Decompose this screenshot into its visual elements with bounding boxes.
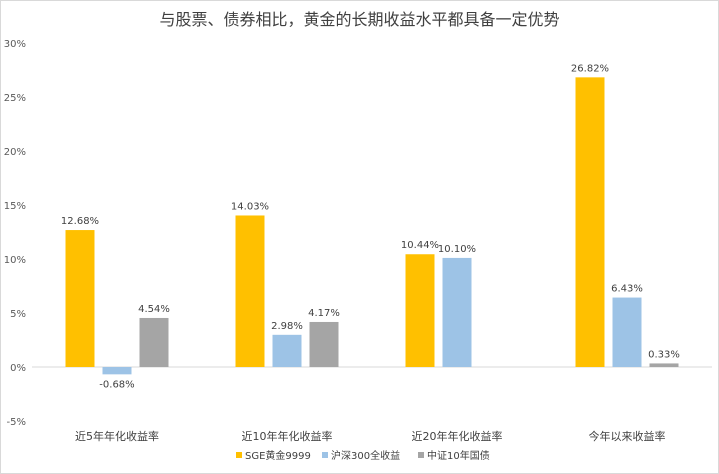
data-label: 4.54% xyxy=(138,304,170,315)
data-label: 12.68% xyxy=(61,216,99,227)
category-label: 近5年年化收益率 xyxy=(75,429,159,443)
bar xyxy=(612,297,642,367)
category-label: 近20年年化收益率 xyxy=(412,429,503,443)
bars xyxy=(65,77,679,375)
bar xyxy=(442,257,472,367)
legend: SGE黄金9999 沪深300全收益 中证10年国债 xyxy=(236,449,490,462)
data-label: 6.43% xyxy=(611,284,643,295)
legend-label: 沪深300全收益 xyxy=(331,449,400,462)
chart-title: 与股票、债券相比，黄金的长期收益水平都具备一定优势 xyxy=(159,10,560,29)
y-tick-label: 20% xyxy=(4,147,26,158)
y-tick-label: -5% xyxy=(7,417,26,428)
legend-swatch xyxy=(322,452,328,458)
y-tick-label: 0% xyxy=(10,363,26,374)
data-label: 14.03% xyxy=(231,201,269,212)
y-tick-label: 30% xyxy=(4,39,26,50)
category-label: 今年以来收益率 xyxy=(589,429,666,443)
y-tick-label: 5% xyxy=(10,309,26,320)
data-label: 26.82% xyxy=(571,63,609,74)
bar xyxy=(65,230,95,367)
bar xyxy=(575,77,605,368)
bar xyxy=(649,363,679,367)
legend-swatch xyxy=(236,452,242,458)
bar xyxy=(102,367,132,375)
data-label: 10.10% xyxy=(438,244,476,255)
data-labels: 12.68% -0.68% 4.54% 14.03% 2.98% 4.17% 10.44%1… xyxy=(61,63,680,390)
category-label: 近10年年化收益率 xyxy=(242,429,333,443)
legend-label: SGE黄金9999 xyxy=(245,449,311,462)
bar xyxy=(272,334,302,367)
y-tick-label: 10% xyxy=(4,255,26,266)
y-tick-label: 25% xyxy=(4,93,26,104)
bar xyxy=(139,317,169,367)
data-label: 4.17% xyxy=(308,308,340,319)
bar xyxy=(235,215,265,367)
y-tick-label: 15% xyxy=(4,201,26,212)
data-label: 10.44% xyxy=(401,240,439,251)
legend-label: 中证10年国债 xyxy=(427,449,490,462)
data-label: -0.68% xyxy=(99,379,134,390)
data-label: 0.33% xyxy=(648,349,680,360)
data-label: 2.98% xyxy=(271,321,303,332)
legend-swatch xyxy=(418,452,424,458)
x-axis: 近5年年化收益率 近10年年化收益率 近20年年化收益率 今年以来收益率 xyxy=(75,429,666,443)
bar xyxy=(309,321,339,367)
bar xyxy=(405,254,435,367)
